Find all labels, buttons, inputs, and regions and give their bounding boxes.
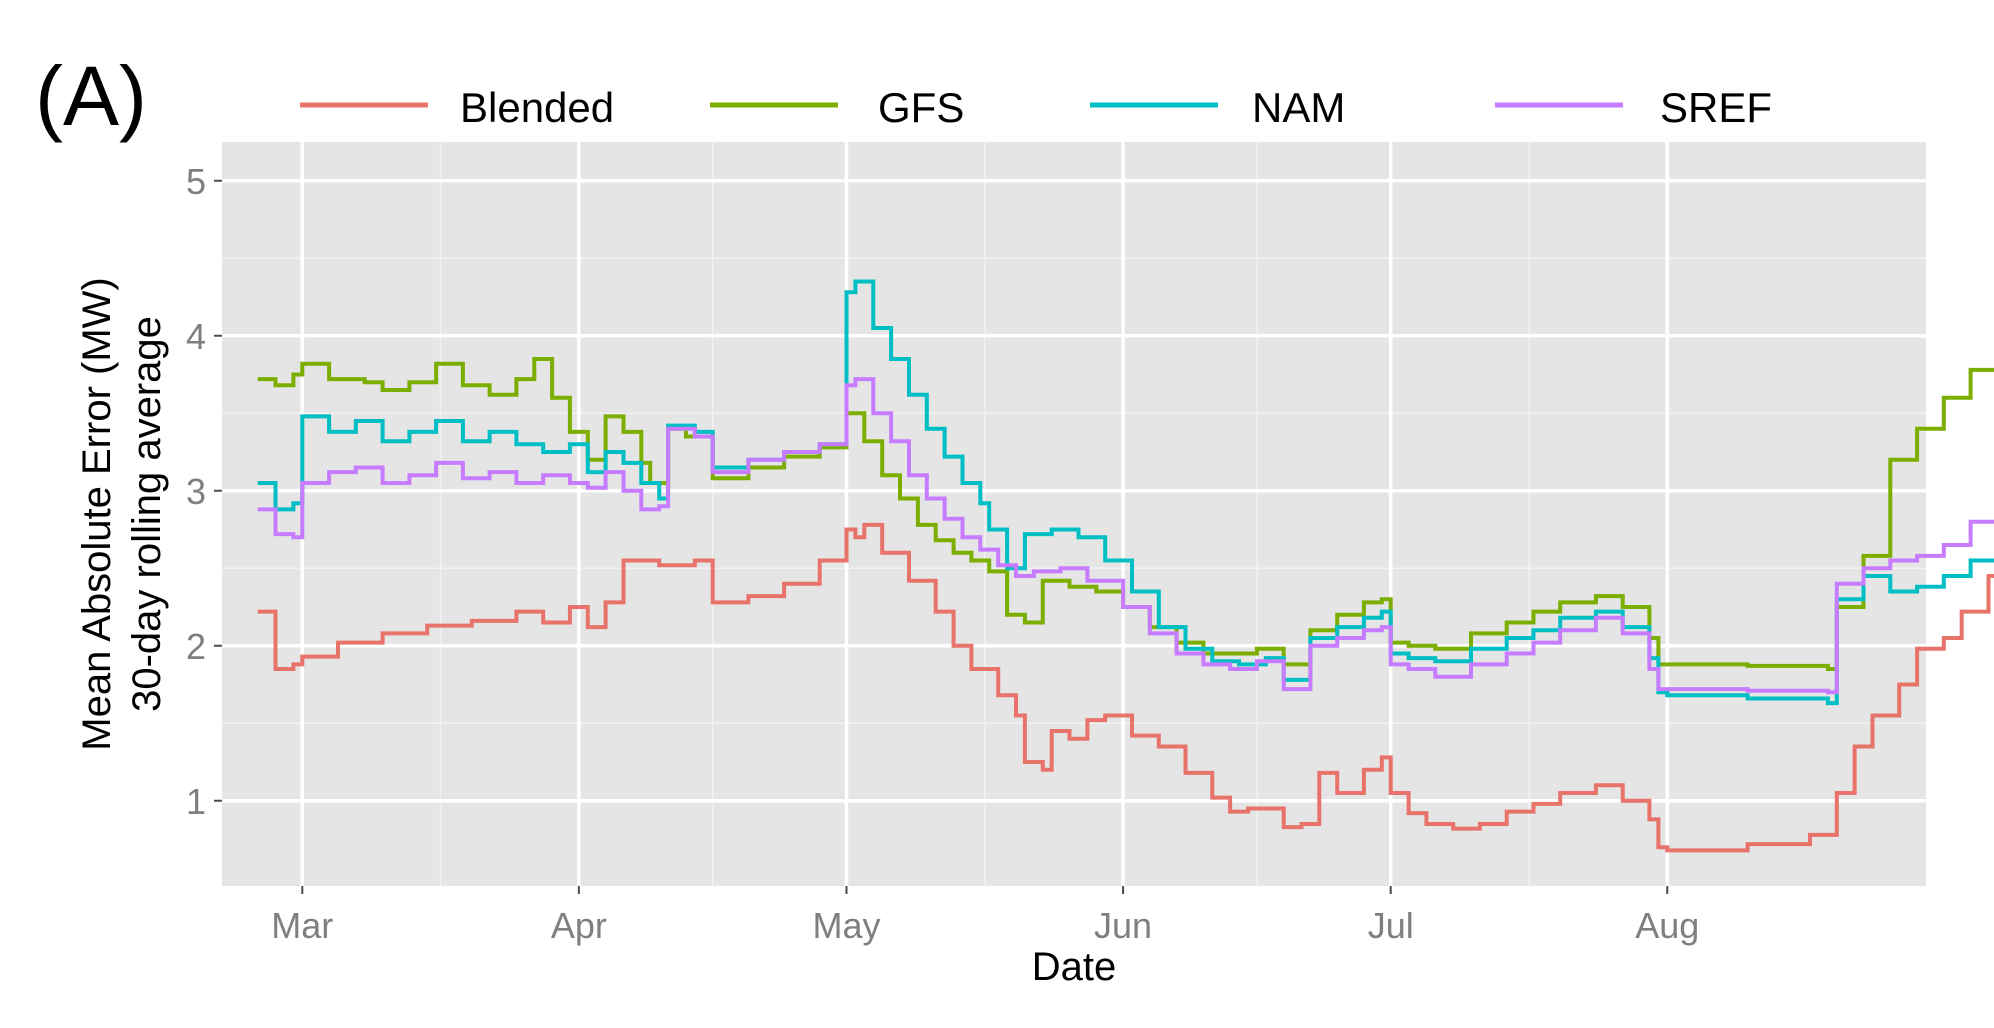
x-axis-ticks: Mar Apr May Jun Jul Aug (271, 886, 1699, 946)
y-axis-ticks: 1 2 3 4 5 (186, 161, 222, 822)
panel-label: (A) (35, 49, 147, 143)
x-tick-label: Apr (551, 905, 607, 946)
y-tick-label: 2 (186, 626, 206, 667)
y-axis-title-line-2: 30-day rolling average (125, 316, 169, 712)
legend-label-sref: SREF (1660, 84, 1772, 131)
x-tick-label: Jun (1094, 905, 1152, 946)
series-layer (257, 279, 1994, 853)
x-tick-label: Jul (1368, 905, 1414, 946)
y-axis-title-line-1: Mean Absolute Error (MW) (75, 277, 119, 750)
y-tick-label: 4 (186, 316, 206, 357)
x-tick-label: Aug (1635, 905, 1699, 946)
x-axis-title: Date (1032, 945, 1117, 989)
legend-label-nam: NAM (1252, 84, 1345, 131)
series-line-nam (257, 279, 1994, 706)
x-tick-label: Mar (271, 905, 333, 946)
x-tick-label: May (812, 905, 880, 946)
series-line-blended (257, 522, 1994, 853)
y-axis-title: Mean Absolute Error (MW) 30-day rolling … (75, 277, 169, 750)
y-tick-label: 5 (186, 161, 206, 202)
legend-label-gfs: GFS (878, 84, 964, 131)
y-tick-label: 3 (186, 471, 206, 512)
series-line-sref (257, 377, 1994, 695)
plot-background (222, 142, 1926, 886)
legend: Blended GFS NAM SREF (300, 84, 1772, 131)
y-tick-label: 1 (186, 781, 206, 822)
legend-label-blended: Blended (460, 84, 614, 131)
